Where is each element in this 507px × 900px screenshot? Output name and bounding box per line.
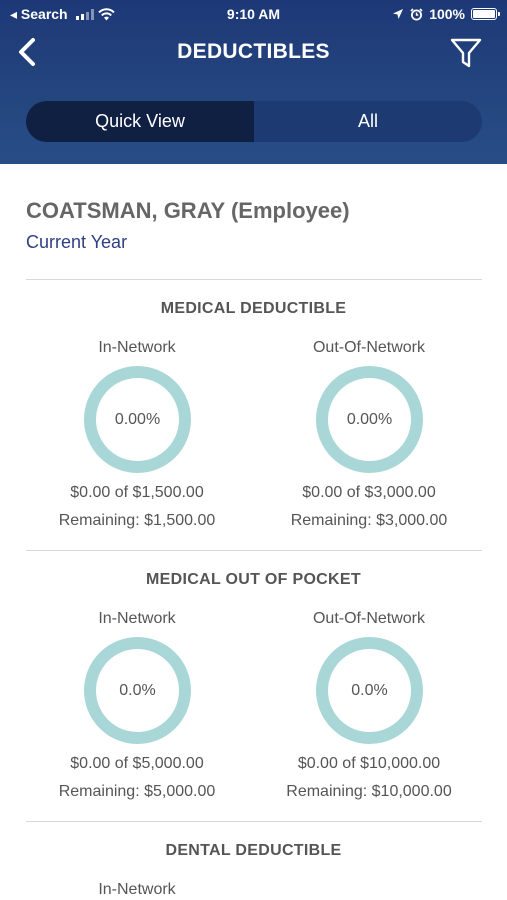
- amount-remaining: Remaining: $1,500.00: [58, 512, 216, 529]
- wifi-icon: [97, 8, 115, 21]
- member-name: COATSMAN, GRAY (Employee): [26, 198, 350, 223]
- amount-remaining: Remaining: $3,000.00: [290, 512, 448, 529]
- battery-icon: [471, 8, 500, 20]
- in-network-label: In-Network: [98, 610, 176, 627]
- view-segmented-control: Quick View All: [26, 101, 482, 142]
- divider: [26, 550, 482, 551]
- progress-percent: 0.00%: [114, 410, 161, 428]
- section-title-dental-deductible: DENTAL DEDUCTIBLE: [165, 842, 342, 859]
- filter-icon: [450, 38, 482, 68]
- app-header: ◂ Search 9:10 AM 100% DEDUCTIBLES Quick …: [0, 0, 507, 164]
- status-left[interactable]: ◂ Search: [10, 6, 115, 23]
- progress-ring: 0.00%: [84, 366, 191, 473]
- progress-ring: 0.0%: [84, 637, 191, 744]
- progress-ring: 0.00%: [316, 366, 423, 473]
- back-button[interactable]: [12, 36, 42, 68]
- section-title-medical-out-of-pocket: MEDICAL OUT OF POCKET: [146, 571, 361, 588]
- status-time: 9:10 AM: [226, 6, 281, 22]
- location-arrow-icon: [393, 9, 404, 19]
- alarm-icon: [410, 7, 423, 20]
- nav-bar: DEDUCTIBLES: [0, 28, 507, 76]
- battery-percent: 100%: [429, 6, 465, 22]
- section-title-medical-deductible: MEDICAL DEDUCTIBLE: [160, 300, 347, 317]
- out-of-network-label: Out-Of-Network: [312, 610, 425, 627]
- amount-used: $0.00 of $10,000.00: [297, 755, 441, 772]
- back-to-app-label[interactable]: ◂ Search: [10, 6, 68, 22]
- out-of-network-label: Out-Of-Network: [312, 339, 425, 356]
- amount-remaining: Remaining: $5,000.00: [58, 783, 216, 800]
- divider: [26, 279, 482, 280]
- progress-ring: 0.0%: [316, 637, 423, 744]
- chevron-left-icon: [19, 38, 35, 66]
- amount-remaining: Remaining: $10,000.00: [286, 783, 452, 800]
- in-network-label: In-Network: [98, 339, 176, 356]
- amount-used: $0.00 of $3,000.00: [302, 484, 436, 501]
- status-bar: ◂ Search 9:10 AM 100%: [0, 0, 507, 28]
- amount-used: $0.00 of $5,000.00: [70, 755, 204, 772]
- plan-period: Current Year: [26, 232, 128, 252]
- tab-all[interactable]: All: [357, 111, 378, 131]
- progress-percent: 0.0%: [351, 681, 388, 699]
- progress-percent: 0.0%: [119, 681, 156, 699]
- progress-percent: 0.00%: [346, 410, 393, 428]
- in-network-label: In-Network: [98, 881, 176, 898]
- amount-used: $0.00 of $1,500.00: [70, 484, 204, 501]
- divider: [26, 821, 482, 822]
- page-title: DEDUCTIBLES: [177, 40, 330, 63]
- tab-quick-view[interactable]: Quick View: [26, 101, 254, 142]
- cellular-signal-icon: [75, 9, 94, 20]
- status-right: 100%: [392, 6, 500, 22]
- filter-button[interactable]: [449, 36, 483, 70]
